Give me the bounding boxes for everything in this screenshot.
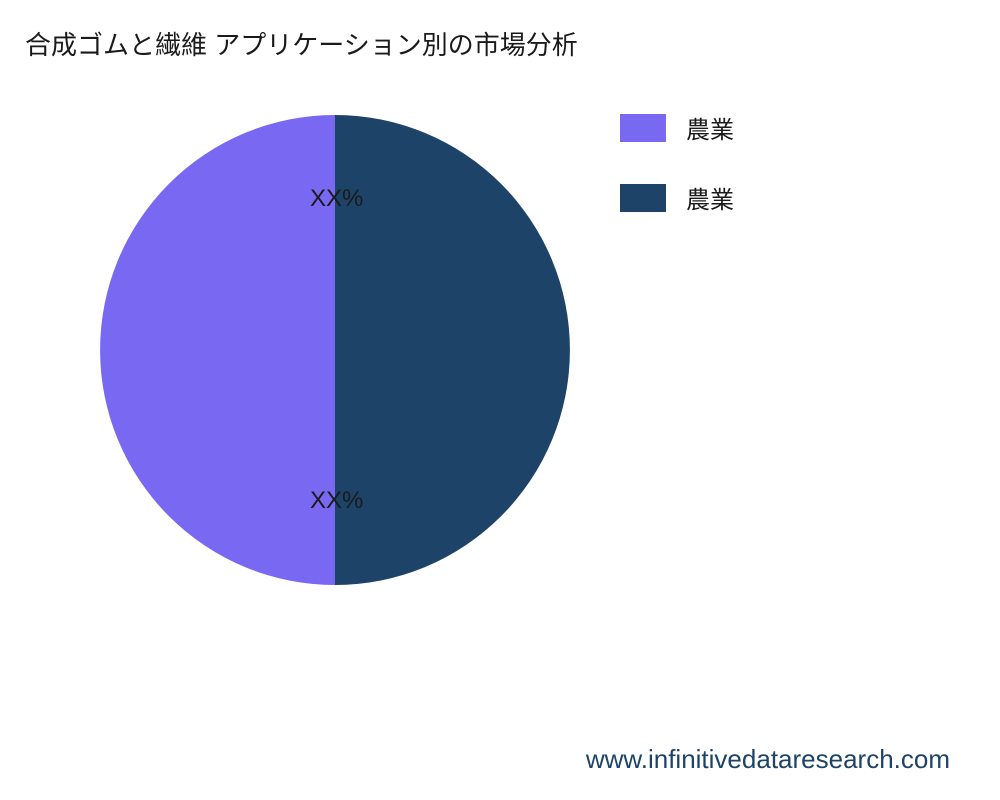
legend-swatch xyxy=(620,184,666,212)
footer-attribution: www.infinitivedataresearch.com xyxy=(586,744,950,775)
pie-chart-container: XX% XX% xyxy=(100,115,570,585)
chart-title: 合成ゴムと繊維 アプリケーション別の市場分析 xyxy=(25,25,578,62)
legend-item: 農業 xyxy=(620,180,734,215)
pie-slice-label-top: XX% xyxy=(310,185,363,213)
pie-slice xyxy=(335,115,570,585)
legend-swatch xyxy=(620,114,666,142)
legend-item: 農業 xyxy=(620,110,734,145)
pie-slice xyxy=(100,115,335,585)
pie-slice-label-bottom: XX% xyxy=(310,487,363,515)
legend-label: 農業 xyxy=(686,110,734,145)
legend: 農業 農業 xyxy=(620,110,734,250)
legend-label: 農業 xyxy=(686,180,734,215)
